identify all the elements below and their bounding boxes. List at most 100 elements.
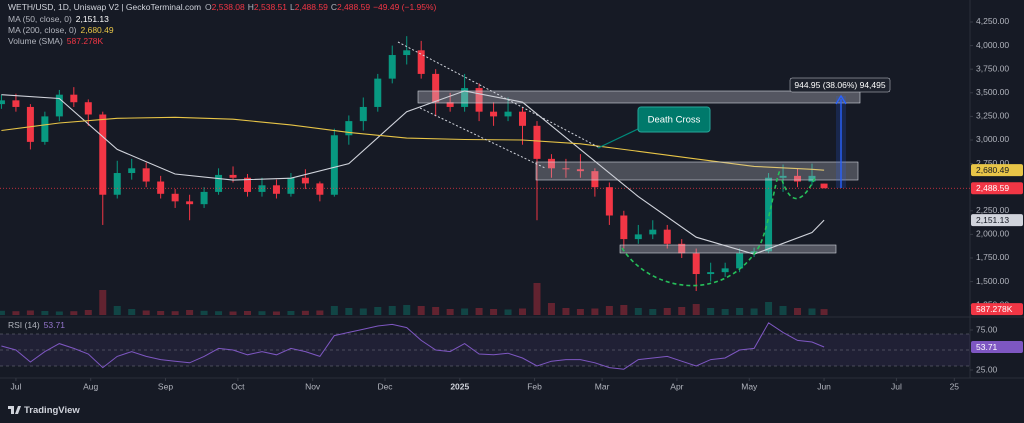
volume-bar	[345, 308, 353, 315]
moving-average	[1, 116, 825, 171]
volume-bar	[215, 311, 223, 315]
candle-body	[157, 181, 165, 194]
rsi-tag: 53.71	[976, 342, 998, 352]
callout-box	[637, 106, 711, 133]
volume-bar	[490, 309, 498, 315]
candle-body	[0, 100, 5, 105]
candle-body	[432, 73, 440, 103]
y-tick-label: 3,500.00	[976, 87, 1009, 97]
candle-body	[692, 253, 700, 275]
volume-bar	[171, 311, 179, 315]
volume-bar	[794, 308, 802, 315]
volume-bar	[70, 311, 78, 315]
volume-bar	[533, 283, 541, 315]
legend-value: 2,680.49	[81, 25, 114, 35]
volume-bar	[692, 304, 700, 315]
volume-bar	[258, 311, 266, 315]
y-tick-label: 3,000.00	[976, 134, 1009, 144]
volume-bar	[475, 308, 483, 315]
x-tick-label: Jul	[10, 381, 21, 391]
candle-body	[55, 94, 63, 117]
legend-name: MA (50, close, 0)	[8, 14, 72, 24]
volume-bar	[562, 308, 570, 315]
candle-body	[374, 78, 382, 107]
arrow-head	[835, 94, 847, 105]
volume-bar	[359, 308, 367, 315]
candle-body	[316, 183, 324, 195]
legend-entry: MA (50, close, 0) 2,151.13	[8, 14, 109, 24]
x-tick-label: 25	[950, 381, 960, 391]
y-tick-label: 3,750.00	[976, 63, 1009, 73]
volume-bar	[200, 310, 208, 315]
volume-bar	[186, 310, 194, 315]
candle-body	[12, 100, 20, 107]
volume-bar	[591, 308, 599, 315]
volume-bar	[41, 311, 49, 315]
measure-label: 944.95 (38.06%) 94,495	[794, 80, 885, 90]
candle-body	[287, 177, 295, 194]
candle-body	[186, 201, 194, 205]
x-tick-label: Mar	[595, 381, 610, 391]
candle-body	[142, 168, 150, 182]
field-value: 2,538.08	[212, 2, 245, 12]
volume-bar	[432, 307, 440, 315]
volume-bar	[736, 308, 744, 315]
volume-bar	[244, 311, 252, 315]
candle-body	[779, 175, 787, 178]
field-value: 2,488.59	[337, 2, 370, 12]
candle-body	[200, 191, 208, 205]
candle-body	[490, 111, 498, 117]
legend-entry: MA (200, close, 0) 2,680.49	[8, 25, 114, 35]
volume-tag: 587.278K	[976, 304, 1013, 314]
candle-body	[171, 193, 179, 202]
legend-entry: RSI (14) 53.71	[8, 320, 65, 330]
volume-bar	[229, 311, 237, 315]
volume-bar	[142, 310, 150, 315]
volume-bar	[808, 308, 816, 315]
volume-bar	[663, 308, 671, 315]
brand: TradingView	[24, 405, 80, 416]
y-tick-label: 4,000.00	[976, 40, 1009, 50]
volume-bar	[649, 309, 657, 315]
data-layer	[0, 36, 970, 370]
candle-body	[707, 272, 715, 275]
volume-bar	[272, 311, 280, 315]
candle-body	[128, 168, 136, 174]
candle-body	[634, 234, 642, 240]
volume-bar	[765, 302, 773, 315]
footer: TradingView	[8, 405, 80, 416]
panes	[0, 0, 1024, 379]
header-line: WETH/USD, 1D, Uniswap V2 | GeckoTerminal…	[8, 2, 437, 12]
field-label: L	[290, 2, 295, 12]
callout-text: Death Cross	[648, 115, 701, 126]
candle-body	[330, 135, 338, 195]
change: −49.49 (−1.95%)	[373, 2, 436, 12]
cup-pattern	[621, 169, 781, 287]
candle-body	[605, 187, 613, 216]
volume-bar	[12, 311, 20, 315]
candle-body	[345, 121, 353, 136]
brand-logo	[8, 406, 21, 414]
candle-body	[301, 177, 309, 184]
candle-body	[576, 169, 584, 172]
candle-body	[26, 106, 34, 142]
x-tick-label: Aug	[83, 381, 98, 391]
volume-tag-bg	[971, 303, 1023, 316]
volume-bar	[750, 308, 758, 315]
symbol: WETH/USD, 1D, Uniswap V2 | GeckoTerminal…	[8, 2, 201, 12]
candle-body	[99, 114, 107, 195]
rsi-line	[1, 322, 825, 370]
volume-bar	[55, 311, 63, 315]
legend-value: 587.278K	[67, 36, 104, 46]
support-zone	[619, 244, 837, 254]
field-label: C	[331, 2, 337, 12]
measure-label-box	[789, 77, 891, 93]
volume-bar	[504, 309, 512, 315]
candle-body	[649, 229, 657, 235]
volume-bar	[678, 307, 686, 315]
y-tick-label: 3,250.00	[976, 111, 1009, 121]
volume-bar	[576, 309, 584, 315]
rsi-band	[0, 334, 970, 366]
ma-tag: 2,151.13	[976, 215, 1009, 225]
